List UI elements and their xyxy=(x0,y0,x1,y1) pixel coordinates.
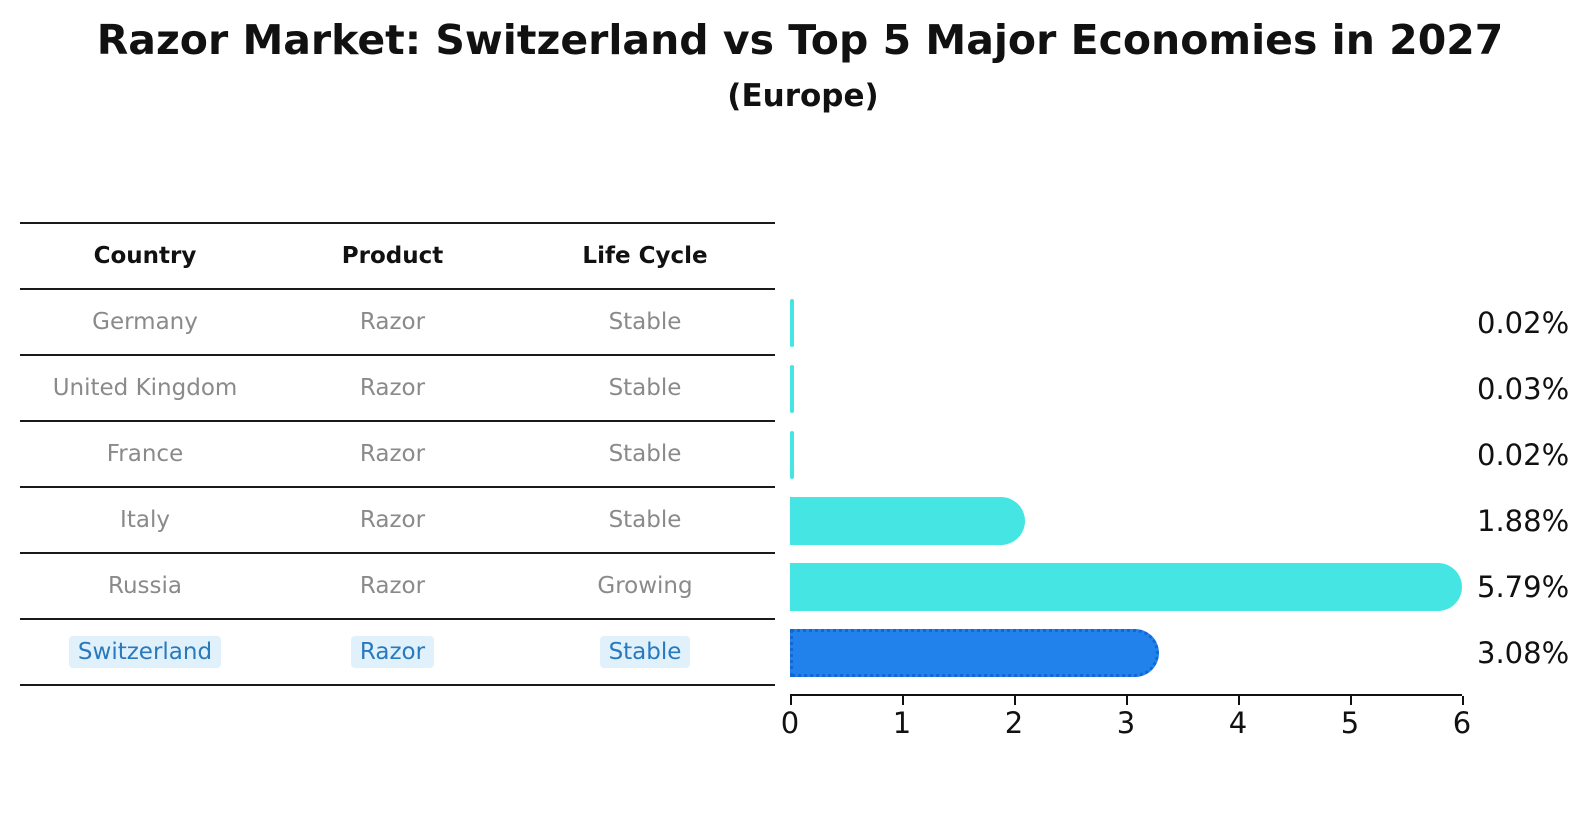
x-tick xyxy=(1014,696,1016,705)
x-tick xyxy=(1350,696,1352,705)
country-cell: United Kingdom xyxy=(20,375,270,401)
country-value: Germany xyxy=(92,309,198,335)
table-row: Russia Razor Growing xyxy=(20,554,775,620)
lifecycle-cell: Stable xyxy=(515,441,775,467)
product-cell: Razor xyxy=(270,375,515,401)
x-tick-label: 1 xyxy=(892,706,912,740)
product-cell: Razor xyxy=(270,636,515,668)
product-value: Razor xyxy=(359,309,426,335)
chart-subtitle: (Europe) xyxy=(727,78,879,114)
lifecycle-value: Stable xyxy=(608,309,682,335)
product-value: Razor xyxy=(359,507,426,533)
bar-value-label: 0.02% xyxy=(1477,306,1570,340)
x-tick-label: 6 xyxy=(1452,706,1472,740)
country-table: Country Product Life Cycle Germany Razor S… xyxy=(20,222,775,686)
product-value: Razor xyxy=(359,441,426,467)
x-axis-line xyxy=(790,694,1462,696)
lifecycle-value: Stable xyxy=(599,636,691,668)
x-tick-label: 2 xyxy=(1004,706,1024,740)
table-header-row: Country Product Life Cycle xyxy=(20,224,775,290)
column-header-product: Product xyxy=(341,243,444,269)
bar-russia xyxy=(790,563,1462,611)
bar-value-label: 1.88% xyxy=(1477,504,1570,538)
product-value: Razor xyxy=(359,573,426,599)
country-cell: Russia xyxy=(20,573,270,599)
country-cell: France xyxy=(20,441,270,467)
lifecycle-value: Growing xyxy=(597,573,693,599)
product-cell: Razor xyxy=(270,573,515,599)
country-value: Russia xyxy=(108,573,182,599)
country-value: Italy xyxy=(120,507,170,533)
product-value: Razor xyxy=(359,375,426,401)
column-header-country: Country xyxy=(93,243,197,269)
country-cell: Germany xyxy=(20,309,270,335)
x-tick-label: 5 xyxy=(1340,706,1360,740)
table-body: Germany Razor Stable United Kingdom Razor Sta… xyxy=(20,290,775,686)
x-tick xyxy=(1238,696,1240,705)
table-row: France Razor Stable xyxy=(20,422,775,488)
country-value: United Kingdom xyxy=(52,375,238,401)
country-cell: Italy xyxy=(20,507,270,533)
column-header-lifecycle: Life Cycle xyxy=(582,243,708,269)
country-cell: Switzerland xyxy=(20,636,270,668)
bar-switzerland xyxy=(790,629,1159,677)
x-tick-label: 0 xyxy=(780,706,800,740)
x-tick xyxy=(790,696,792,705)
country-value: France xyxy=(106,441,184,467)
lifecycle-cell: Stable xyxy=(515,309,775,335)
table-row: United Kingdom Razor Stable xyxy=(20,356,775,422)
lifecycle-cell: Stable xyxy=(515,507,775,533)
product-value: Razor xyxy=(350,636,435,668)
bar-italy xyxy=(790,497,1025,545)
lifecycle-cell: Stable xyxy=(515,636,775,668)
lifecycle-cell: Stable xyxy=(515,375,775,401)
lifecycle-value: Stable xyxy=(608,441,682,467)
lifecycle-cell: Growing xyxy=(515,573,775,599)
bar-value-label: 0.03% xyxy=(1477,372,1570,406)
bar-value-label: 3.08% xyxy=(1477,636,1570,670)
bar-france xyxy=(790,431,794,479)
x-tick xyxy=(902,696,904,705)
bar-value-label: 0.02% xyxy=(1477,438,1570,472)
bar-united-kingdom xyxy=(790,365,794,413)
country-value: Switzerland xyxy=(68,636,222,668)
product-cell: Razor xyxy=(270,507,515,533)
lifecycle-value: Stable xyxy=(608,507,682,533)
bar-value-label: 5.79% xyxy=(1477,570,1570,604)
table-row: Italy Razor Stable xyxy=(20,488,775,554)
product-cell: Razor xyxy=(270,441,515,467)
x-tick-label: 4 xyxy=(1228,706,1248,740)
table-row: Germany Razor Stable xyxy=(20,290,775,356)
lifecycle-value: Stable xyxy=(608,375,682,401)
x-tick-label: 3 xyxy=(1116,706,1136,740)
product-cell: Razor xyxy=(270,309,515,335)
table-row: Switzerland Razor Stable xyxy=(20,620,775,686)
bar-germany xyxy=(790,299,794,347)
chart-title: Razor Market: Switzerland vs Top 5 Major… xyxy=(96,16,1504,64)
x-tick xyxy=(1126,696,1128,705)
x-tick xyxy=(1462,696,1464,705)
